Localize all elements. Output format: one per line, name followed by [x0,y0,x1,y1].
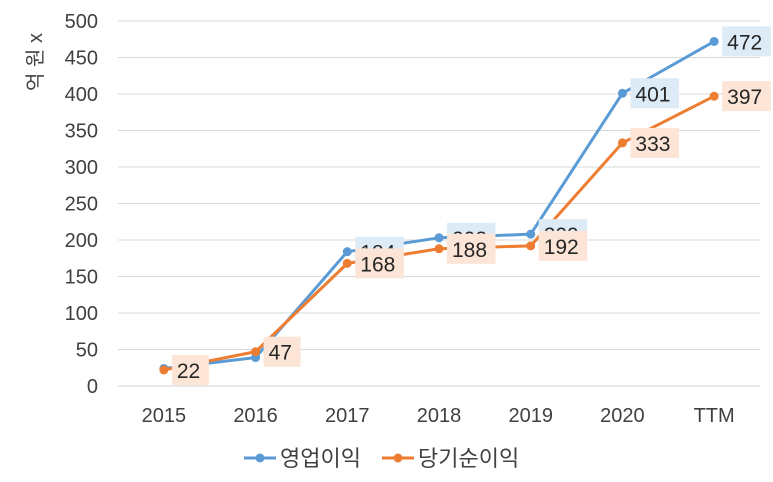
data-point [159,365,169,375]
data-point [526,241,536,251]
data-label: 168 [360,253,395,276]
y-tick-label: 300 [65,157,98,179]
y-tick-label: 400 [65,84,98,106]
x-tick-label: TTM [694,405,735,427]
x-tick-label: 2017 [325,405,370,427]
data-label: 192 [544,236,579,259]
data-label-box [630,78,679,109]
y-tick-label: 450 [65,48,98,70]
data-label-box [355,248,404,279]
data-label-box [722,81,771,112]
data-label: 333 [635,133,670,156]
data-label: 401 [635,83,670,106]
data-point [709,36,719,46]
data-label-box [538,230,588,261]
data-label-box [722,26,771,57]
legend-label: 영업이익 [280,446,361,471]
data-label-box [263,336,301,367]
x-tick-label: 2015 [142,405,187,427]
y-tick-label: 0 [87,376,98,398]
y-axis-label: 억 원 x [24,33,47,91]
legend-label: 당기순이익 [418,446,519,471]
data-label: 397 [727,86,762,109]
y-axis-ticks: 0 50 100 150 200 250 300 350 400 450 500 [65,11,98,398]
data-label-box [447,233,496,264]
data-label: 22 [177,360,200,383]
y-tick-label: 250 [65,194,98,216]
x-tick-label: 2020 [600,405,645,427]
y-tick-label: 150 [65,267,98,289]
legend-marker [255,453,265,463]
data-label: 47 [269,342,292,365]
data-point [434,233,444,243]
y-tick-label: 350 [65,121,98,143]
y-tick-label: 500 [65,11,98,33]
data-point [342,258,352,268]
x-tick-label: 2018 [417,405,462,427]
data-point [617,88,627,98]
legend-marker [393,453,403,463]
y-tick-label: 100 [65,303,98,325]
x-tick-label: 2019 [508,405,553,427]
data-labels-layer: 1842032094014722247168188192333397 [171,26,771,385]
data-label-box [630,127,679,158]
y-tick-label: 50 [76,340,98,362]
data-point [342,247,352,257]
data-point [617,138,627,148]
data-point [526,229,536,239]
series-layer [159,36,719,375]
data-point [251,347,261,357]
data-label-box [171,354,209,385]
data-label: 188 [452,239,487,262]
x-axis-ticks: 2015 2016 2017 2018 2019 2020 TTM [142,405,735,427]
x-tick-label: 2016 [233,405,278,427]
gridlines [118,20,760,387]
data-point [709,91,719,101]
data-label: 472 [727,31,762,54]
y-tick-label: 200 [65,230,98,252]
legend: 영업이익 당기순이익 [244,446,519,471]
data-point [434,244,444,254]
